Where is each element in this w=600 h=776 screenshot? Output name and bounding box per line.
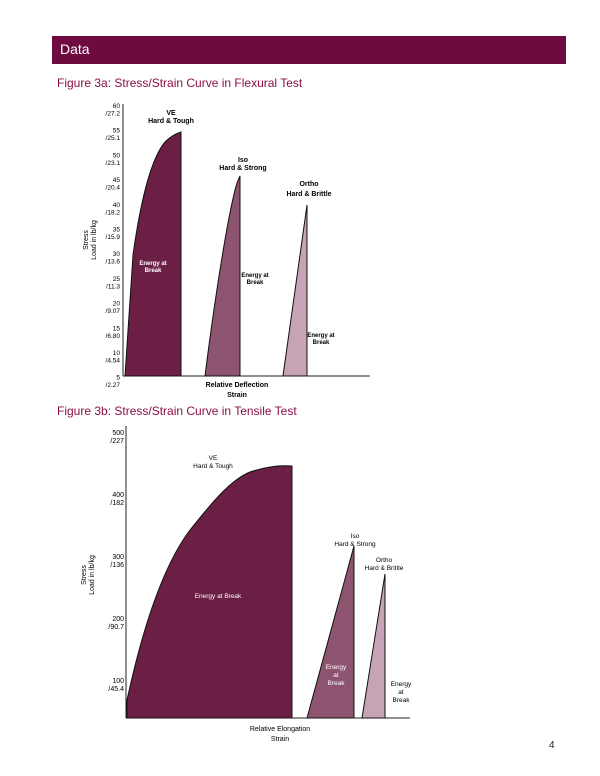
fig-a-y-tick-9-0: 15: [113, 325, 121, 332]
fig-b-x-label-sub: Strain: [271, 736, 289, 743]
fig-a-ve-curve: [124, 131, 182, 377]
fig-a-y-label: Stress: [83, 230, 90, 250]
fig-b-y-tick-1-0: 400: [112, 492, 124, 499]
fig-a-y-tick-11-1: /2.27: [106, 382, 121, 389]
fig-b-y-tick-3-0: 200: [112, 616, 124, 623]
fig-b-ortho-energy-3: Break: [393, 697, 411, 704]
fig-b-x-label: Relative Elongation: [250, 726, 310, 733]
fig-a-y-tick-2-0: 50: [113, 152, 121, 159]
fig-a-y-tick-1-0: 55: [113, 128, 121, 135]
fig-b-ortho-desc: Hard & Brittle: [365, 565, 404, 572]
fig-a-ve-name: VE: [166, 110, 176, 117]
fig-b-ortho-name: Ortho: [376, 557, 393, 564]
fig-b-y-tick-3-1: /90.7: [108, 624, 124, 631]
fig-b-iso-desc: Hard & Strong: [334, 541, 376, 548]
fig-a-iso-curve: [204, 175, 241, 377]
fig-a-y-tick-10-0: 10: [113, 350, 121, 357]
fig-b-y-label: Stress: [81, 565, 88, 585]
fig-a-y-tick-7-0: 25: [113, 276, 121, 283]
fig-b-ve-energy: Energy at Break: [195, 593, 242, 600]
fig-b-ortho-curve: [361, 573, 386, 719]
fig-a-ortho-name: Ortho: [299, 181, 318, 188]
fig-a-y-tick-7-1: /11.3: [106, 283, 120, 290]
section-title: Data: [60, 41, 90, 57]
fig-a-y-tick-0-1: /27.2: [106, 111, 121, 118]
fig-a-y-tick-6-1: /13.6: [106, 259, 121, 266]
fig-a-x-label: Relative Deflection: [206, 382, 269, 389]
fig-a-ortho-energy-2: Break: [313, 340, 330, 346]
fig-a-y-tick-0-0: 60: [113, 103, 121, 110]
fig-a-ve-energy-2: Break: [145, 268, 162, 274]
fig-b-ortho-energy-2: at: [398, 689, 404, 696]
fig-b-iso-name: Iso: [351, 533, 360, 540]
fig-b-y-tick-0-0: 500: [112, 430, 124, 437]
figure-3b: 500/227 400/182 300/136 200/90.7 100/45.4 St…: [81, 426, 412, 743]
figure-3b-title: Figure 3b: Stress/Strain Curve in Tensil…: [57, 404, 297, 418]
fig-b-ve-name: VE: [209, 455, 218, 462]
fig-a-y-tick-6-0: 30: [113, 251, 121, 258]
fig-a-y-tick-10-1: /4.54: [106, 358, 121, 365]
fig-b-y-tick-2-1: /136: [110, 562, 124, 569]
fig-a-y-tick-5-0: 35: [113, 227, 121, 234]
fig-b-ve-curve: [126, 465, 293, 719]
fig-b-iso-energy: Energy: [326, 664, 347, 671]
fig-a-iso-desc: Hard & Strong: [219, 165, 266, 172]
figure-3a: 60/27.2 55/25.1 50/23.1 45/20.4 40/18.2 35/15…: [83, 103, 370, 399]
fig-b-y-tick-2-0: 300: [112, 554, 124, 561]
fig-a-ortho-desc: Hard & Brittle: [286, 191, 331, 198]
fig-a-iso-energy: Energy at: [241, 273, 268, 279]
fig-b-iso-energy-3: Break: [328, 680, 346, 687]
fig-a-y-tick-9-1: /6.80: [106, 333, 121, 340]
fig-a-ortho-energy: Energy at: [307, 333, 334, 339]
fig-b-y-tick-4-1: /45.4: [108, 686, 124, 693]
fig-a-y-tick-3-1: /20.4: [106, 185, 121, 192]
fig-a-iso-name: Iso: [238, 157, 248, 164]
fig-a-ortho-curve: [282, 204, 308, 377]
fig-b-iso-energy-2: at: [333, 672, 339, 679]
fig-a-y-tick-8-0: 20: [113, 301, 121, 308]
fig-b-ve-desc: Hard & Tough: [193, 463, 233, 470]
fig-b-ortho-energy: Energy: [391, 681, 412, 688]
section-header-bar: Data: [52, 36, 566, 64]
fig-a-y-tick-4-0: 40: [113, 202, 121, 209]
fig-a-y-tick-labels: 60/27.2 55/25.1 50/23.1 45/20.4 40/18.2 35/15…: [106, 103, 121, 389]
fig-b-y-tick-0-1: /227: [110, 438, 124, 445]
fig-b-y-tick-4-0: 100: [112, 678, 124, 685]
fig-a-y-tick-5-1: /15.9: [106, 234, 121, 241]
fig-b-y-tick-1-1: /182: [110, 500, 124, 507]
fig-b-y-tick-labels: 500/227 400/182 300/136 200/90.7 100/45.4: [108, 430, 124, 693]
fig-b-iso-curve: [306, 545, 355, 719]
fig-a-y-tick-4-1: /18.2: [106, 209, 121, 216]
fig-a-ve-energy: Energy at: [139, 261, 166, 267]
fig-a-y-tick-3-0: 45: [113, 177, 121, 184]
fig-b-y-label-units: Load in lb/kg: [89, 555, 96, 595]
fig-a-y-tick-2-1: /23.1: [106, 160, 121, 167]
fig-a-x-label-sub: Strain: [227, 392, 247, 399]
fig-a-y-tick-11-0: 5: [116, 375, 120, 382]
fig-a-y-tick-8-1: /9.07: [106, 308, 121, 315]
figure-3a-title: Figure 3a: Stress/Strain Curve in Flexur…: [57, 76, 303, 90]
page-number: 4: [549, 740, 555, 751]
fig-a-y-tick-1-1: /25.1: [106, 135, 121, 142]
fig-a-y-label-units: Load in lb/kg: [91, 220, 98, 260]
fig-a-ve-desc: Hard & Tough: [148, 118, 194, 125]
fig-a-iso-energy-2: Break: [247, 280, 264, 286]
